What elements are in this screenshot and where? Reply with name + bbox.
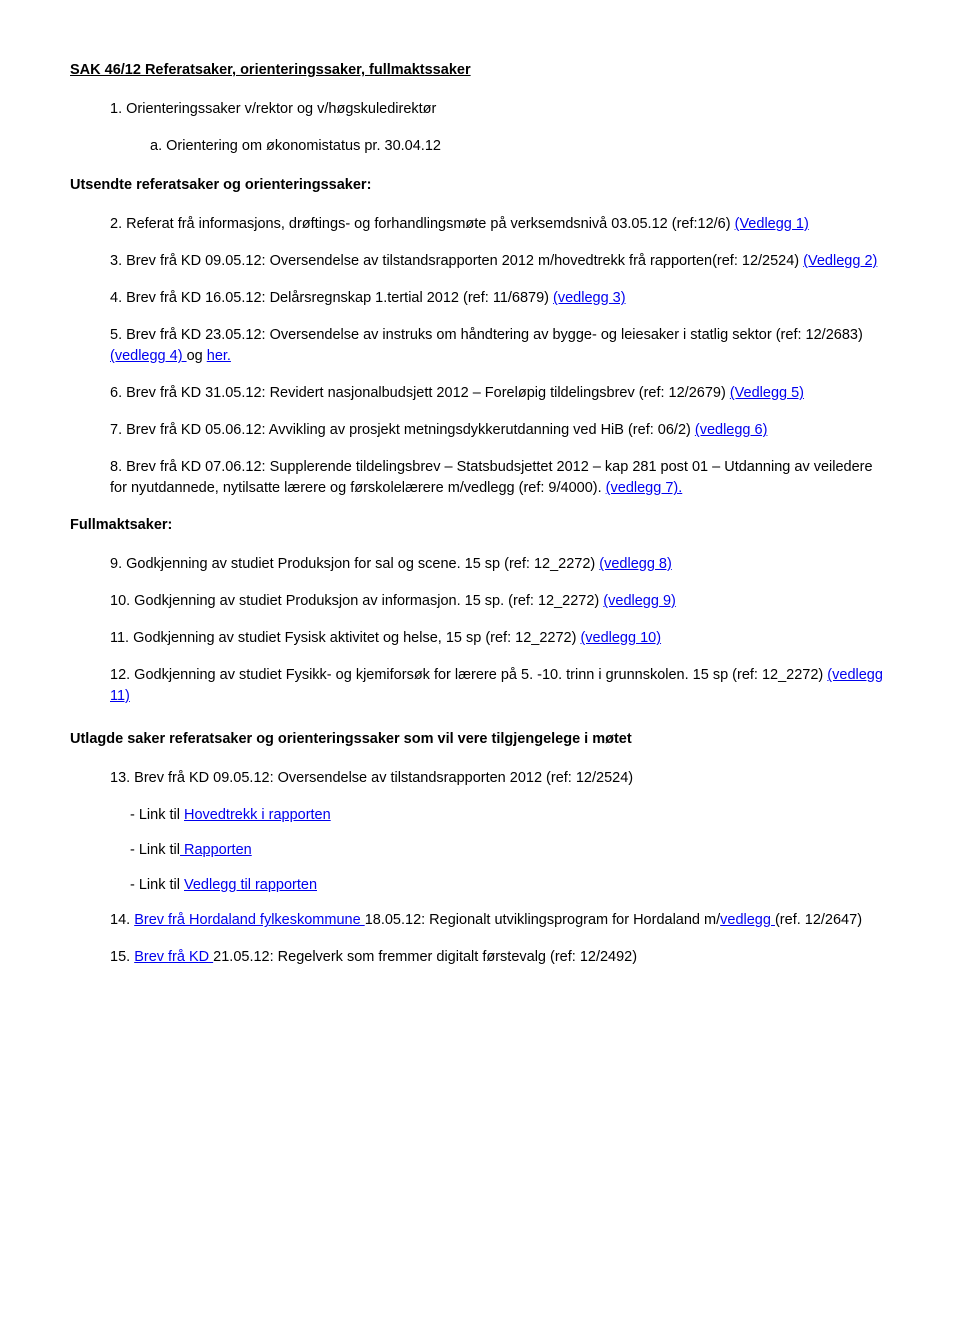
vedlegg-1-link[interactable]: (Vedlegg 1) (735, 216, 809, 232)
item-13-sub2-prefix: - Link til (130, 842, 180, 858)
item-7: 7. Brev frå KD 05.06.12: Avvikling av pr… (110, 420, 890, 441)
item-3: 3. Brev frå KD 09.05.12: Oversendelse av… (110, 251, 890, 272)
item-4: 4. Brev frå KD 16.05.12: Delårsregnskap … (110, 288, 890, 309)
item-9: 9. Godkjenning av studiet Produksjon for… (110, 554, 890, 575)
vedlegg-9-link[interactable]: (vedlegg 9) (603, 593, 676, 609)
vedlegg-7-link[interactable]: (vedlegg 7). (606, 480, 683, 496)
utsendte-heading: Utsendte referatsaker og orienteringssak… (70, 175, 890, 196)
vedlegg-rapport-link[interactable]: Vedlegg til rapporten (184, 877, 317, 893)
item-4-text: 4. Brev frå KD 16.05.12: Delårsregnskap … (110, 290, 553, 306)
item-13-sub1: - Link til Hovedtrekk i rapporten (130, 805, 890, 826)
her-link[interactable]: her. (207, 348, 231, 364)
item-14-text: 18.05.12: Regionalt utviklingsprogram fo… (365, 912, 720, 928)
orienteringssaker-item: 1. Orienteringssaker v/rektor og v/høgsk… (110, 99, 890, 120)
hovedtrekk-link[interactable]: Hovedtrekk i rapporten (184, 807, 331, 823)
item-14: 14. Brev frå Hordaland fylkeskommune 18.… (110, 910, 890, 931)
orienteringssaker-sub-a: a. Orientering om økonomistatus pr. 30.0… (150, 136, 890, 157)
item-3-text: 3. Brev frå KD 09.05.12: Oversendelse av… (110, 253, 803, 269)
item-2: 2. Referat frå informasjons, drøftings- … (110, 214, 890, 235)
item-10-text: 10. Godkjenning av studiet Produksjon av… (110, 593, 603, 609)
item-13-sub3-prefix: - Link til (130, 877, 184, 893)
item-13-sub2: - Link til Rapporten (130, 840, 890, 861)
item-15: 15. Brev frå KD 21.05.12: Regelverk som … (110, 947, 890, 968)
item-13: 13. Brev frå KD 09.05.12: Oversendelse a… (110, 768, 890, 789)
vedlegg-5-link[interactable]: (Vedlegg 5) (730, 385, 804, 401)
item-2-text: 2. Referat frå informasjons, drøftings- … (110, 216, 735, 232)
vedlegg-4-link[interactable]: (vedlegg 4) (110, 348, 187, 364)
fullmaktsaker-heading: Fullmaktsaker: (70, 515, 890, 536)
item-12-text: 12. Godkjenning av studiet Fysikk- og kj… (110, 667, 827, 683)
item-5: 5. Brev frå KD 23.05.12: Oversendelse av… (110, 325, 890, 367)
item-8-text: 8. Brev frå KD 07.06.12: Supplerende til… (110, 459, 873, 496)
item-5-og: og (187, 348, 207, 364)
vedlegg-8-link[interactable]: (vedlegg 8) (599, 556, 672, 572)
item-13-sub1-prefix: - Link til (130, 807, 184, 823)
item-10: 10. Godkjenning av studiet Produksjon av… (110, 591, 890, 612)
item-14-ref: (ref. 12/2647) (775, 912, 862, 928)
item-15-num: 15. (110, 949, 134, 965)
vedlegg-6-link[interactable]: (vedlegg 6) (695, 422, 768, 438)
kd-brev-link[interactable]: Brev frå KD (134, 949, 213, 965)
item-6: 6. Brev frå KD 31.05.12: Revidert nasjon… (110, 383, 890, 404)
item-9-text: 9. Godkjenning av studiet Produksjon for… (110, 556, 599, 572)
item-15-text: 21.05.12: Regelverk som fremmer digitalt… (213, 949, 637, 965)
item-12: 12. Godkjenning av studiet Fysikk- og kj… (110, 665, 890, 707)
item-7-text: 7. Brev frå KD 05.06.12: Avvikling av pr… (110, 422, 695, 438)
item-5-text: 5. Brev frå KD 23.05.12: Oversendelse av… (110, 327, 863, 343)
item-11: 11. Godkjenning av studiet Fysisk aktivi… (110, 628, 890, 649)
hordaland-vedlegg-link[interactable]: vedlegg (720, 912, 775, 928)
vedlegg-3-link[interactable]: (vedlegg 3) (553, 290, 626, 306)
item-8: 8. Brev frå KD 07.06.12: Supplerende til… (110, 457, 890, 499)
item-14-num: 14. (110, 912, 134, 928)
vedlegg-10-link[interactable]: (vedlegg 10) (580, 630, 661, 646)
item-11-text: 11. Godkjenning av studiet Fysisk aktivi… (110, 630, 580, 646)
rapporten-link[interactable]: Rapporten (180, 842, 252, 858)
vedlegg-2-link[interactable]: (Vedlegg 2) (803, 253, 877, 269)
item-13-sub3: - Link til Vedlegg til rapporten (130, 875, 890, 896)
page-title: SAK 46/12 Referatsaker, orienteringssake… (70, 60, 890, 81)
utlagde-heading: Utlagde saker referatsaker og orienterin… (70, 729, 890, 750)
item-6-text: 6. Brev frå KD 31.05.12: Revidert nasjon… (110, 385, 730, 401)
hordaland-brev-link[interactable]: Brev frå Hordaland fylkeskommune (134, 912, 365, 928)
